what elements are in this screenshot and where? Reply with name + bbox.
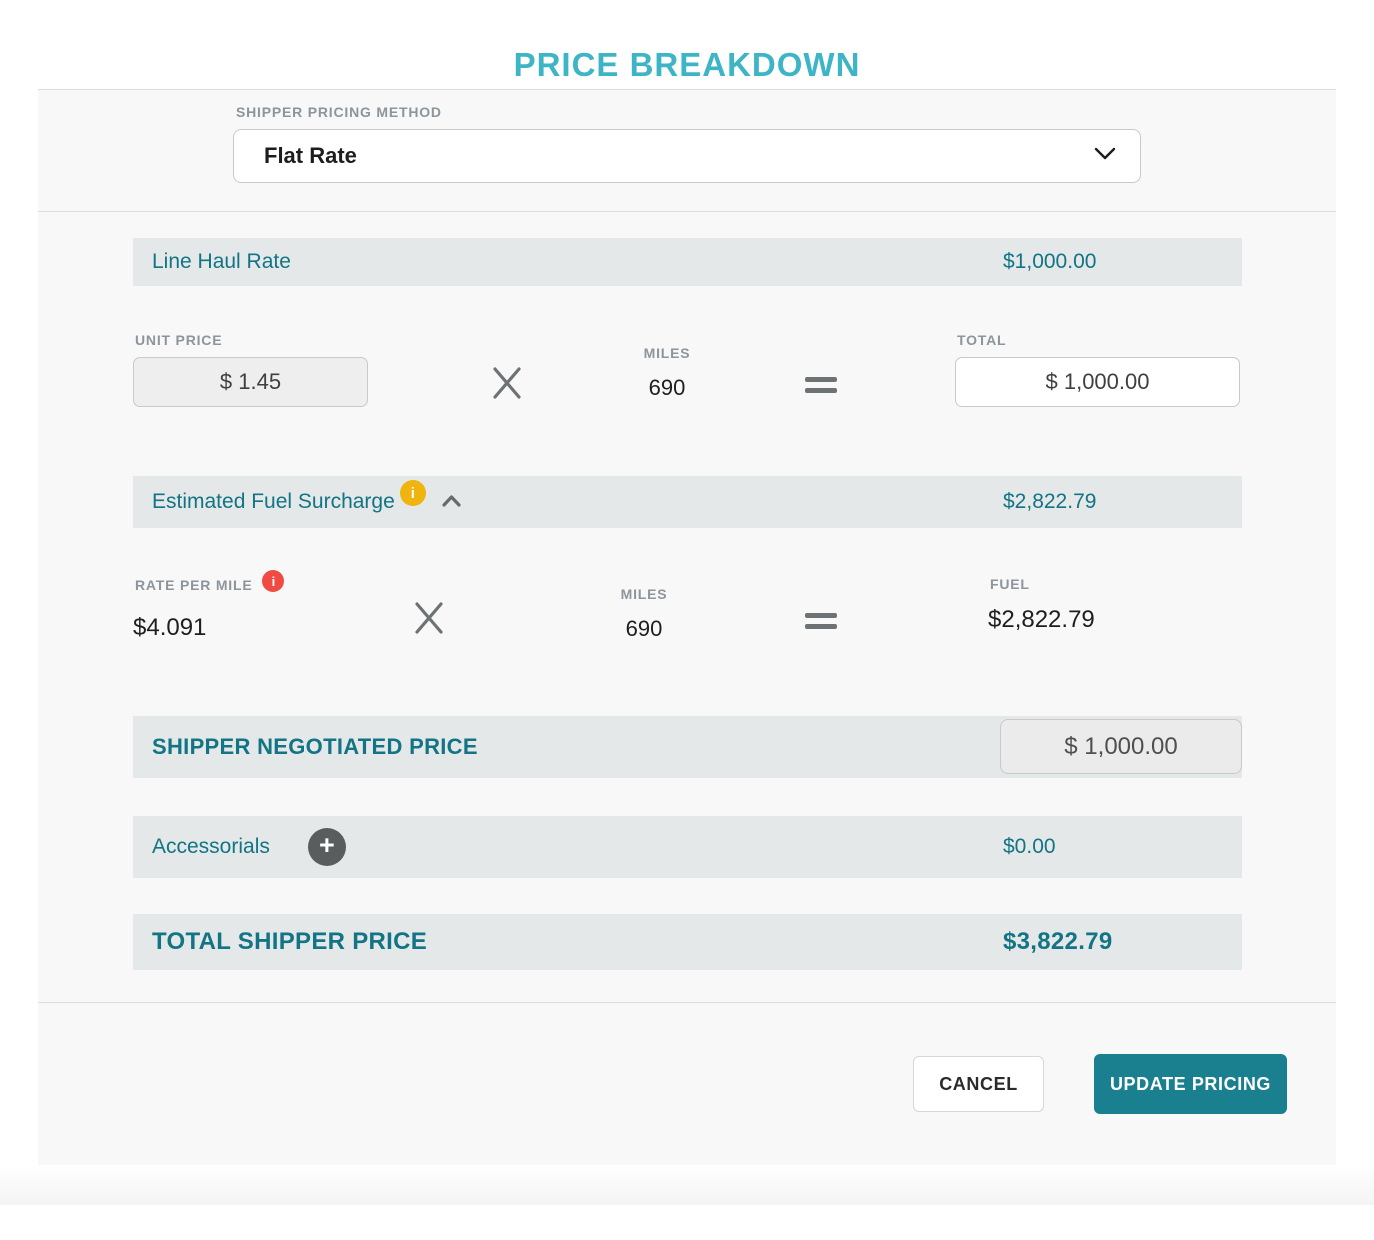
miles-label: MILES xyxy=(643,345,691,361)
fuel-calc-row: RATE PER MILE i $4.091 MILES 690 xyxy=(133,570,1242,664)
pricing-method-select[interactable]: Flat Rate xyxy=(233,129,1141,183)
miles-label: MILES xyxy=(620,586,668,602)
accessorials-row: Accessorials + $0.00 xyxy=(133,816,1242,878)
fuel-surcharge-value: $2,822.79 xyxy=(1003,490,1097,513)
total-shipper-price-row: TOTAL SHIPPER PRICE $3,822.79 xyxy=(133,914,1242,970)
fuel-value: $2,822.79 xyxy=(988,606,1095,633)
fuel-surcharge-row: Estimated Fuel Surcharge i $2,822.79 xyxy=(133,476,1242,528)
line-haul-calc-row: UNIT PRICE MILES 690 TOTAL xyxy=(133,332,1242,460)
line-haul-rate-value: $1,000.00 xyxy=(1003,250,1097,273)
negotiated-price-label: SHIPPER NEGOTIATED PRICE xyxy=(152,734,478,759)
update-pricing-button[interactable]: UPDATE PRICING xyxy=(1094,1054,1287,1114)
unit-price-group: UNIT PRICE xyxy=(133,332,368,407)
multiply-icon xyxy=(491,365,523,406)
fuel-surcharge-info-icon[interactable]: i xyxy=(399,480,426,506)
line-haul-rate-label: Line Haul Rate xyxy=(152,250,291,273)
miles-group: MILES 690 xyxy=(589,586,699,642)
miles-group: MILES 690 xyxy=(612,345,722,401)
pricing-method-label: SHIPPER PRICING METHOD xyxy=(236,104,442,120)
total-label: TOTAL xyxy=(957,332,1007,348)
fuel-surcharge-label: Estimated Fuel Surcharge xyxy=(152,490,395,513)
fuel-group: FUEL $2,822.79 xyxy=(988,576,1095,634)
pricing-method-selected-value: Flat Rate xyxy=(264,143,357,168)
breakdown-content: Line Haul Rate $1,000.00 UNIT PRICE MILE… xyxy=(38,212,1336,1003)
equals-icon xyxy=(804,376,838,399)
total-input[interactable] xyxy=(955,357,1240,407)
negotiated-price-input[interactable] xyxy=(1000,719,1242,774)
accessorials-label: Accessorials xyxy=(152,835,270,858)
rate-per-mile-value: $4.091 xyxy=(133,614,207,641)
price-breakdown-panel: SHIPPER PRICING METHOD Flat Rate Line Ha… xyxy=(38,89,1336,1165)
pricing-method-section: SHIPPER PRICING METHOD Flat Rate xyxy=(38,90,1336,212)
total-shipper-price-value: $3,822.79 xyxy=(1003,928,1113,955)
chevron-up-icon[interactable] xyxy=(442,494,461,512)
chevron-down-icon xyxy=(1094,147,1116,165)
line-haul-rate-row: Line Haul Rate $1,000.00 xyxy=(133,238,1242,286)
unit-price-label: UNIT PRICE xyxy=(135,332,223,348)
footer-actions: CANCEL UPDATE PRICING xyxy=(38,1003,1336,1165)
miles-value: 690 xyxy=(625,616,663,641)
negotiated-price-row: SHIPPER NEGOTIATED PRICE xyxy=(133,716,1242,778)
fuel-label: FUEL xyxy=(990,576,1030,592)
rate-per-mile-label: RATE PER MILE xyxy=(135,576,253,593)
multiply-icon xyxy=(413,600,445,641)
bottom-fade xyxy=(0,1165,1374,1205)
rate-per-mile-info-icon[interactable]: i xyxy=(262,570,285,592)
accessorials-value: $0.00 xyxy=(1003,835,1056,858)
add-accessorial-button[interactable]: + xyxy=(307,828,346,866)
page-title: PRICE BREAKDOWN xyxy=(513,46,861,83)
total-group: TOTAL xyxy=(955,332,1240,407)
miles-value: 690 xyxy=(648,375,686,400)
unit-price-input[interactable] xyxy=(133,357,368,407)
rate-per-mile-group: RATE PER MILE i $4.091 xyxy=(133,570,285,642)
equals-icon xyxy=(804,612,838,635)
cancel-button[interactable]: CANCEL xyxy=(913,1056,1044,1112)
total-shipper-price-label: TOTAL SHIPPER PRICE xyxy=(152,928,428,955)
